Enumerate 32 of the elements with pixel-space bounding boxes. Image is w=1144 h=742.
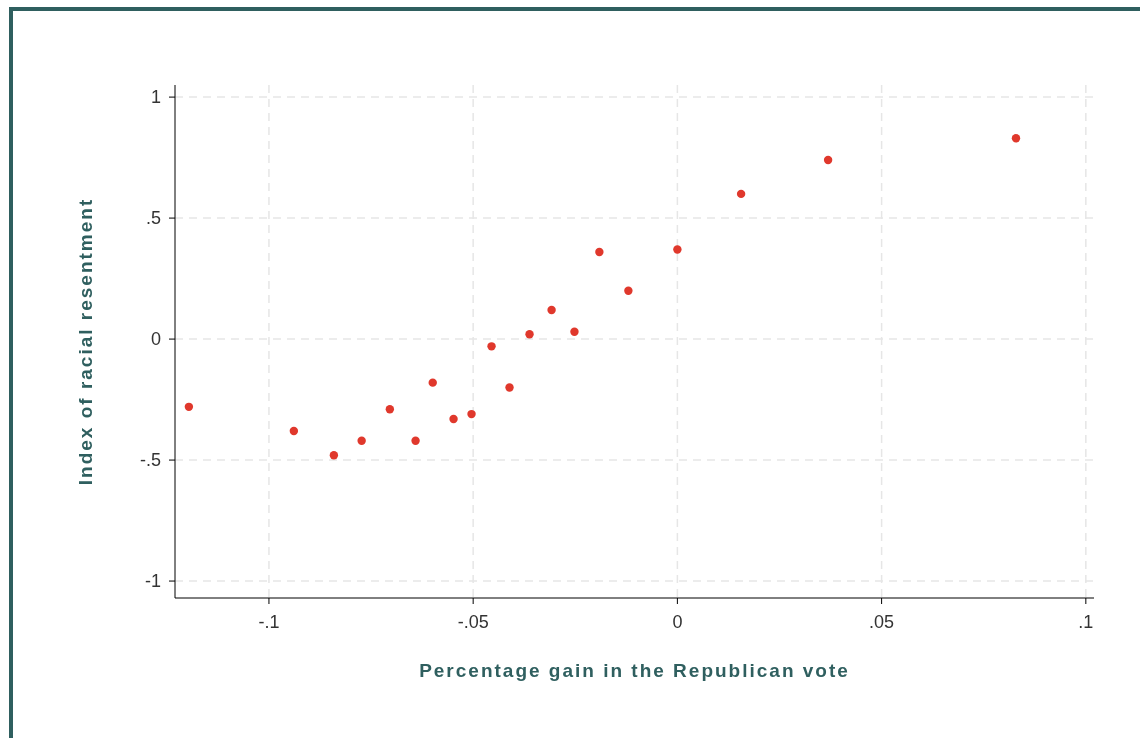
x-tick-label: -.05 (457, 612, 489, 632)
point (1011, 134, 1021, 143)
y-tick-label: 0 (150, 329, 161, 350)
x-tick-label: .1 (1078, 612, 1094, 632)
x-axis-title: Percentage gain in the Republican vote (419, 660, 850, 681)
point (449, 414, 458, 424)
point (184, 402, 194, 412)
point (823, 155, 833, 165)
point (357, 436, 366, 445)
point (428, 378, 437, 387)
point (736, 189, 746, 199)
y-axis-title: Index of racial resentment (75, 197, 96, 486)
y-tick-label: .5 (145, 208, 161, 229)
point (673, 245, 682, 254)
point (595, 247, 604, 257)
x-tick-label: -.1 (258, 612, 280, 632)
point (505, 383, 514, 392)
y-tick-label: -1 (144, 571, 161, 592)
point (289, 426, 299, 436)
point (570, 327, 579, 337)
point (487, 342, 496, 351)
point (547, 305, 556, 315)
y-tick-label: 1 (150, 87, 161, 108)
point (329, 451, 339, 460)
point (385, 405, 395, 414)
y-tick-label: -.5 (139, 450, 161, 471)
point (624, 286, 633, 295)
x-tick-label: 0 (672, 612, 683, 632)
x-tick-label: .05 (869, 612, 895, 632)
point (525, 330, 534, 339)
point (411, 436, 420, 445)
point (467, 409, 476, 419)
